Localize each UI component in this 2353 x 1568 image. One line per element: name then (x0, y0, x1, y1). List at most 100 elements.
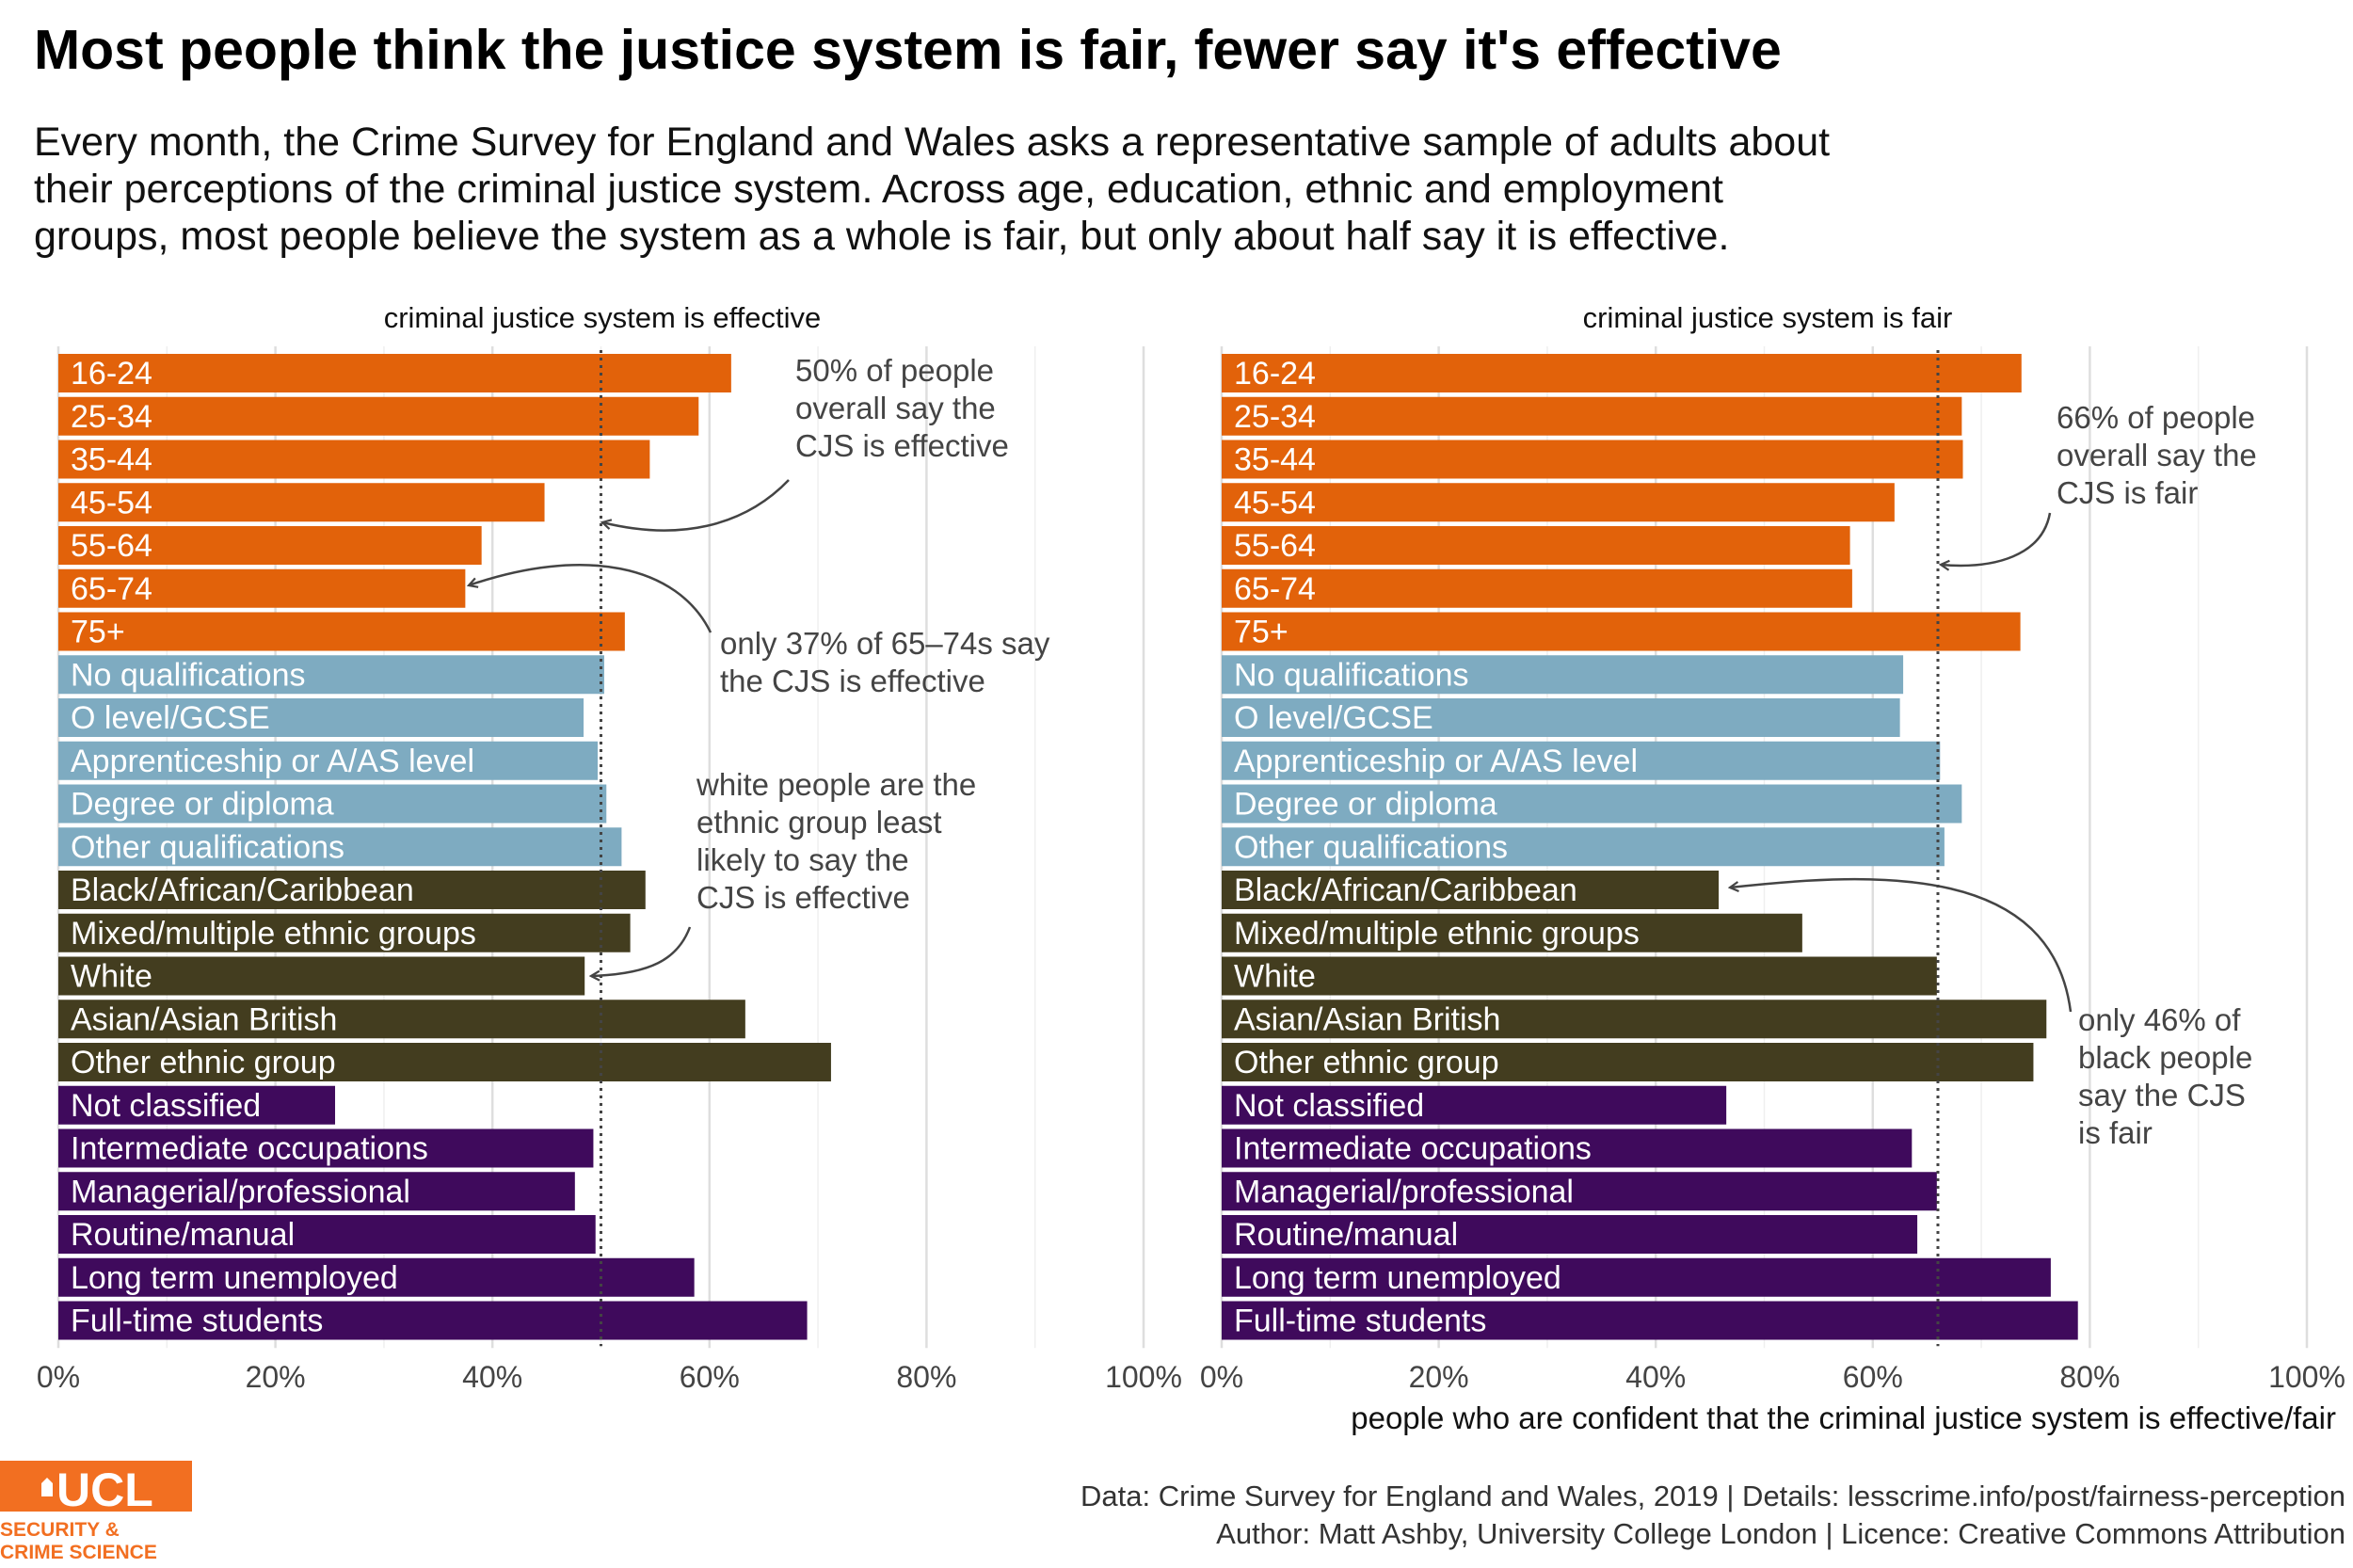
bar-label: 35-44 (1234, 442, 1316, 478)
x-axis-label: people who are confident that the crimin… (1351, 1400, 2336, 1435)
bar-label: 45-54 (71, 485, 152, 520)
bar (1222, 741, 1941, 780)
bar (58, 1172, 575, 1211)
bar-label: 35-44 (71, 442, 152, 478)
bar (1222, 827, 1945, 867)
x-tick-label: 60% (680, 1360, 740, 1394)
bar (58, 698, 584, 737)
annotation-text: only 46% of (2078, 1002, 2241, 1037)
bar (1222, 1257, 2051, 1297)
bar-label: Other qualifications (1234, 829, 1508, 865)
bar-label: Intermediate occupations (71, 1131, 428, 1167)
bar-label: No qualifications (71, 657, 305, 693)
annotation-text: overall say the (2057, 438, 2257, 472)
chart-panel-1: criminal justice system is effective 16-2… (37, 301, 1182, 1394)
bar-label: Degree or diploma (1234, 787, 1497, 823)
x-tick-label: 0% (1200, 1360, 1243, 1394)
footer-author: Author: Matt Ashby, University College L… (1216, 1517, 2345, 1550)
annotation-text: white people are the (696, 767, 976, 802)
bar (58, 612, 625, 651)
annotation-text: only 37% of 65–74s say (720, 626, 1050, 661)
bar (1222, 655, 1904, 695)
bar-label: Long term unemployed (1234, 1260, 1561, 1296)
bar-label: 65-74 (71, 571, 152, 607)
x-tick-label: 100% (1105, 1360, 1182, 1394)
bar (1222, 1301, 2078, 1340)
bar (1222, 1085, 1727, 1125)
bar (1222, 913, 1802, 952)
x-tick-label: 40% (462, 1360, 522, 1394)
annotation-text: 66% of people (2057, 400, 2255, 435)
x-tick-label: 80% (896, 1360, 956, 1394)
bar-label: Asian/Asian British (1234, 1001, 1500, 1037)
annotation-text: likely to say the (696, 842, 909, 877)
bar-label: 25-34 (71, 399, 152, 435)
x-tick-label: 100% (2268, 1360, 2345, 1394)
bar (1222, 612, 2021, 651)
bar (58, 741, 599, 780)
logo-line: CRIME SCIENCE (0, 1542, 157, 1563)
bar (1222, 956, 1937, 996)
bar (1222, 871, 1720, 909)
bar-label: 16-24 (71, 356, 152, 392)
bar (58, 913, 631, 952)
chart-title: Most people think the justice system is … (34, 19, 1782, 81)
annotation-text: is fair (2078, 1115, 2153, 1150)
footer-credits: Data: Crime Survey for England and Wales… (1080, 1478, 2345, 1553)
subtitle-line: groups, most people believe the system a… (34, 214, 1730, 259)
bar (58, 956, 585, 996)
bar (58, 1000, 745, 1039)
annotation-text: CJS is effective (696, 880, 910, 915)
chart-subtitle: Every month, the Crime Survey for Englan… (34, 119, 2105, 260)
bar-label: 16-24 (1234, 356, 1316, 392)
bar-label: Managerial/professional (1234, 1174, 1574, 1209)
bar (1222, 1172, 1937, 1211)
bar (1222, 568, 1852, 608)
annotation-text: overall say the (795, 391, 996, 425)
logo-line: SECURITY & (0, 1519, 120, 1541)
bar-label: Managerial/professional (71, 1174, 410, 1209)
annotation-arrow (469, 564, 712, 633)
bar (1222, 526, 1850, 565)
bar-label: O level/GCSE (1234, 700, 1433, 736)
bar (58, 1301, 808, 1340)
bar (58, 354, 731, 392)
bar-label: Other qualifications (71, 829, 344, 865)
bar (58, 1043, 831, 1081)
bar-charts: criminal justice system is effective 16-2… (37, 301, 2345, 1435)
subtitle-line: their perceptions of the criminal justic… (34, 167, 1723, 212)
x-tick-label: 40% (1625, 1360, 1686, 1394)
bar (1222, 698, 1900, 737)
bar (1222, 1000, 2047, 1039)
subtitle-line: Every month, the Crime Survey for Englan… (34, 120, 1831, 165)
x-tick-label: 80% (2059, 1360, 2120, 1394)
bar-label: Other ethnic group (1234, 1045, 1499, 1080)
bar-label: Mixed/multiple ethnic groups (71, 916, 476, 952)
bar-label: 55-64 (1234, 528, 1316, 564)
bar-label: Degree or diploma (71, 787, 334, 823)
x-tick-label: 0% (37, 1360, 80, 1394)
annotation-arrow (591, 926, 692, 976)
bar-label: Black/African/Caribbean (71, 872, 414, 908)
bar (58, 827, 622, 867)
bar-label: 75+ (1234, 615, 1289, 650)
bar-label: 25-34 (1234, 399, 1316, 435)
annotation-text: ethnic group least (696, 805, 942, 840)
bar (58, 1128, 594, 1168)
bar (1222, 396, 1962, 436)
bar-label: Asian/Asian British (71, 1001, 337, 1037)
bar-label: Routine/manual (1234, 1217, 1458, 1253)
bar (58, 1215, 596, 1254)
bar-label: Routine/manual (71, 1217, 295, 1253)
bar (58, 483, 545, 522)
bar (58, 568, 466, 608)
bar-label: Not classified (1234, 1088, 1424, 1124)
x-tick-label: 20% (246, 1360, 306, 1394)
annotation-arrow (1941, 512, 2052, 566)
bar-label: 55-64 (71, 528, 152, 564)
bar-label: Not classified (71, 1088, 261, 1124)
bar (1222, 1128, 1913, 1168)
bar (1222, 784, 1962, 824)
bar-label: Other ethnic group (71, 1045, 336, 1080)
bar-label: White (1234, 959, 1316, 995)
